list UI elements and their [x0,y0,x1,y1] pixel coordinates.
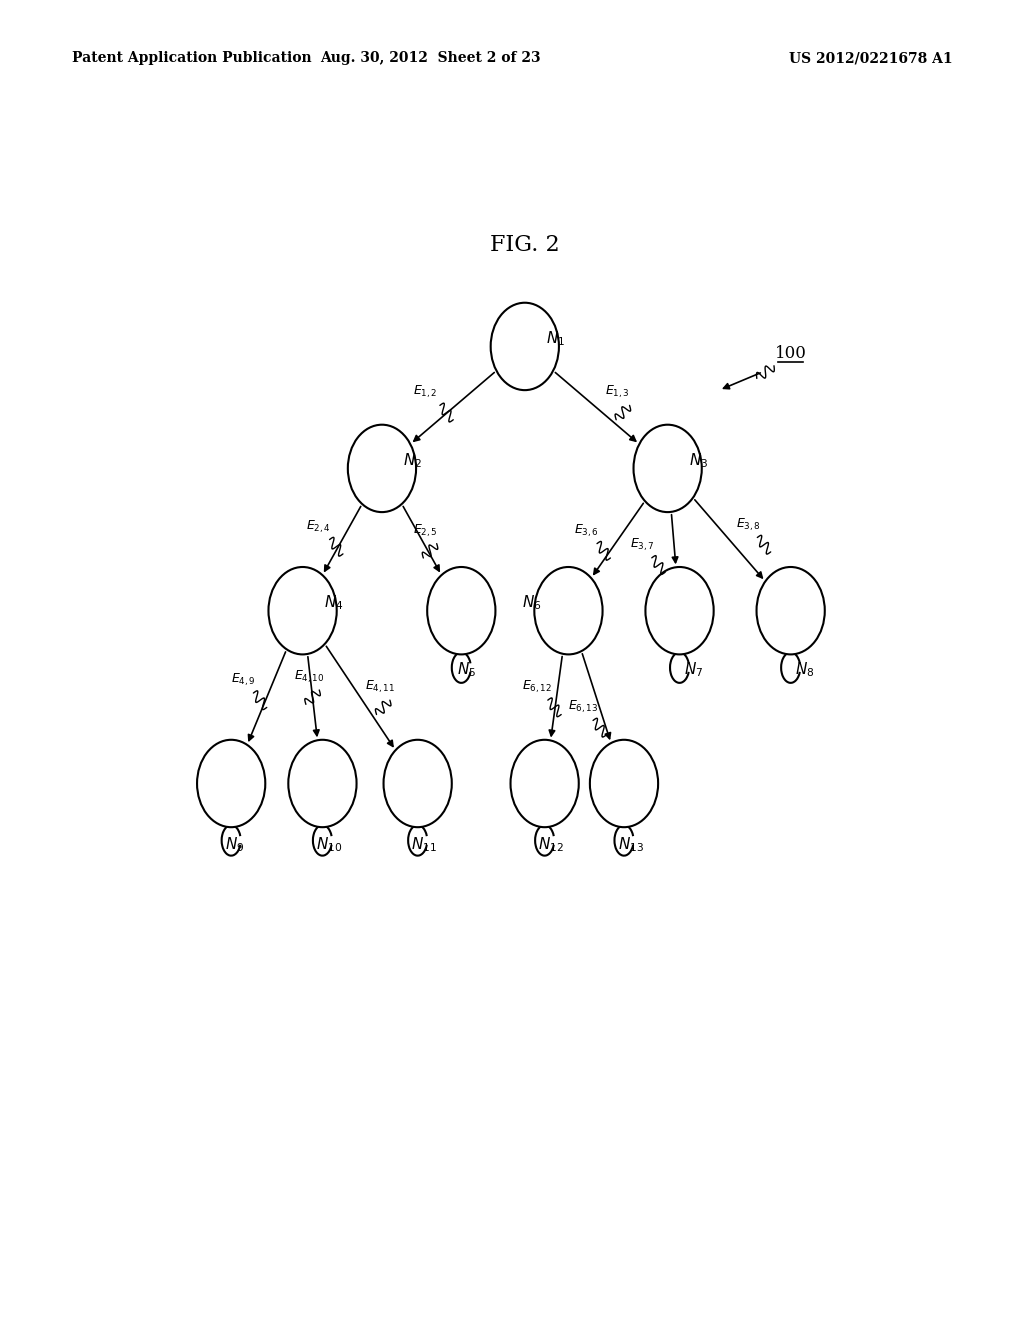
Circle shape [757,568,824,655]
Text: $N_{13}$: $N_{13}$ [617,836,644,854]
Text: $E_{6,13}$: $E_{6,13}$ [568,700,599,715]
Text: FIG. 2: FIG. 2 [490,234,559,256]
Text: $N_{1}$: $N_{1}$ [546,329,565,347]
Text: 100: 100 [775,345,807,362]
Text: $E_{1,2}$: $E_{1,2}$ [414,384,438,400]
Text: $N_{3}$: $N_{3}$ [689,451,709,470]
Text: $E_{3,6}$: $E_{3,6}$ [574,523,599,539]
Circle shape [268,568,337,655]
Text: $N_{4}$: $N_{4}$ [324,593,343,612]
Text: $E_{2,5}$: $E_{2,5}$ [414,523,438,539]
Circle shape [490,302,559,391]
Text: $N_{7}$: $N_{7}$ [684,660,702,678]
Circle shape [197,739,265,828]
Circle shape [645,568,714,655]
Text: $N_{5}$: $N_{5}$ [458,660,476,678]
Text: $E_{4,10}$: $E_{4,10}$ [294,668,325,685]
Text: $E_{3,7}$: $E_{3,7}$ [630,536,654,553]
Text: $E_{2,4}$: $E_{2,4}$ [306,519,331,535]
Text: $E_{4,11}$: $E_{4,11}$ [366,678,395,696]
Circle shape [590,739,658,828]
Circle shape [634,425,701,512]
Text: $N_{10}$: $N_{10}$ [316,836,342,854]
Text: $N_{2}$: $N_{2}$ [403,451,423,470]
Text: Patent Application Publication: Patent Application Publication [72,51,311,65]
Text: $E_{4,9}$: $E_{4,9}$ [230,672,255,688]
Circle shape [348,425,416,512]
Circle shape [511,739,579,828]
Text: US 2012/0221678 A1: US 2012/0221678 A1 [788,51,952,65]
Text: Aug. 30, 2012  Sheet 2 of 23: Aug. 30, 2012 Sheet 2 of 23 [319,51,541,65]
Text: $E_{1,3}$: $E_{1,3}$ [605,384,630,400]
Circle shape [384,739,452,828]
Text: $N_{8}$: $N_{8}$ [795,660,814,678]
Circle shape [535,568,602,655]
Text: $E_{3,8}$: $E_{3,8}$ [736,516,761,532]
Text: $N_{6}$: $N_{6}$ [522,593,542,612]
Text: $N_{9}$: $N_{9}$ [225,836,245,854]
Circle shape [427,568,496,655]
Text: $N_{12}$: $N_{12}$ [539,836,564,854]
Text: $N_{11}$: $N_{11}$ [412,836,437,854]
Text: $E_{6,12}$: $E_{6,12}$ [522,678,553,696]
Circle shape [289,739,356,828]
